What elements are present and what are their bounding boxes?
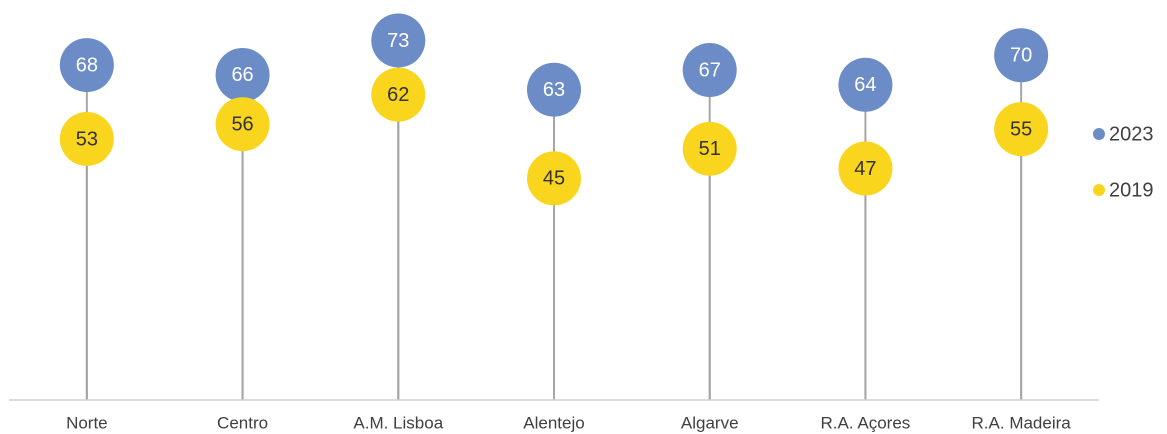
- dot: [215, 97, 270, 152]
- x-tick-label: R.A. Madeira: [972, 413, 1072, 432]
- dot: [527, 62, 581, 117]
- data-label: 68: [76, 54, 98, 76]
- dot: [527, 151, 581, 206]
- data-label: 45: [543, 168, 565, 190]
- legend-label: 2023: [1109, 123, 1154, 145]
- data-label: 63: [543, 79, 565, 101]
- dot: [59, 38, 114, 93]
- dot: [838, 141, 893, 196]
- dot: [838, 57, 893, 112]
- x-tick-label: Algarve: [681, 413, 739, 432]
- x-tick-label: A.M. Lisboa: [353, 413, 443, 432]
- legend-marker: [1093, 128, 1105, 140]
- x-tick-label: R.A. Açores: [821, 413, 911, 432]
- legend-label: 2019: [1109, 179, 1154, 201]
- dot: [682, 43, 737, 98]
- data-label: 62: [387, 84, 409, 106]
- data-label: 56: [231, 113, 253, 135]
- dot: [371, 13, 426, 68]
- dot: [994, 102, 1049, 157]
- data-label: 55: [1010, 118, 1032, 140]
- dot: [682, 121, 737, 176]
- dot: [215, 47, 270, 102]
- data-label: 51: [699, 138, 721, 160]
- data-label: 73: [387, 30, 409, 52]
- data-label: 47: [854, 158, 876, 180]
- x-tick-label: Alentejo: [523, 413, 584, 432]
- data-label: 53: [76, 128, 98, 150]
- data-label: 66: [231, 64, 253, 86]
- data-label: 64: [854, 74, 876, 96]
- x-tick-label: Centro: [217, 413, 268, 432]
- dot: [371, 67, 426, 122]
- x-tick-label: Norte: [66, 413, 108, 432]
- data-label: 67: [699, 59, 721, 81]
- legend-marker: [1093, 184, 1105, 196]
- dot: [994, 28, 1049, 83]
- dot: [59, 111, 114, 166]
- data-label: 70: [1010, 45, 1032, 67]
